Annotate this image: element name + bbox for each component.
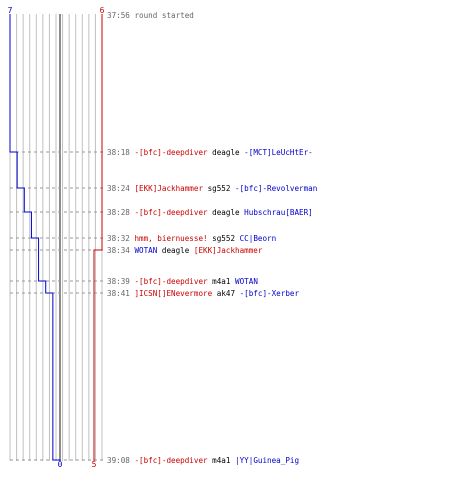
event-text: deagle xyxy=(208,148,245,157)
event-row: 38:34 WOTAN deagle [EKK]Jackhammer xyxy=(107,246,263,255)
event-time: 38:41 xyxy=(107,289,134,298)
event-text: [EKK]Jackhammer xyxy=(194,246,263,255)
event-text: WOTAN xyxy=(235,277,258,286)
event-text: m4a1 xyxy=(208,456,235,465)
event-text: -[bfc]-deepdiver xyxy=(134,208,208,217)
event-text: [EKK]Jackhammer xyxy=(134,184,203,193)
blue-end-count: 0 xyxy=(58,460,63,469)
event-row: 39:08 -[bfc]-deepdiver m4a1 |YY|Guinea_P… xyxy=(107,456,299,465)
event-time: 38:18 xyxy=(107,148,134,157)
event-text: -[bfc]-deepdiver xyxy=(134,456,208,465)
event-log: 37:56 round started 38:18 -[bfc]-deepdive… xyxy=(107,11,317,465)
event-text: round started xyxy=(134,11,193,20)
event-time: 38:28 xyxy=(107,208,134,217)
event-text: deagle xyxy=(157,246,194,255)
event-text: CC|Beorn xyxy=(240,234,277,243)
event-text: hmm, biernuesse! xyxy=(134,234,207,243)
event-text: WOTAN xyxy=(134,246,157,255)
event-time: 39:08 xyxy=(107,456,134,465)
event-row: 38:32 hmm, biernuesse! sg552 CC|Beorn xyxy=(107,234,276,243)
event-row: 38:41 ]ICSN[]ENevermore ak47 -[bfc]-Xerb… xyxy=(107,289,299,298)
event-text: deagle xyxy=(208,208,245,217)
red-team-alive-line xyxy=(93,14,103,461)
event-row: 37:56 round started xyxy=(107,11,194,20)
event-time: 37:56 xyxy=(107,11,134,20)
red-start-count: 6 xyxy=(100,6,105,15)
event-text: ak47 xyxy=(212,289,239,298)
event-time: 38:32 xyxy=(107,234,134,243)
event-row: 38:24 [EKK]Jackhammer sg552 -[bfc]-Revol… xyxy=(107,184,317,193)
event-text: -[bfc]-deepdiver xyxy=(134,277,208,286)
event-row: 38:28 -[bfc]-deepdiver deagle Hubschrau[… xyxy=(107,208,313,217)
event-text: -[bfc]-deepdiver xyxy=(134,148,208,157)
event-row: 38:18 -[bfc]-deepdiver deagle -[MCT]LeUc… xyxy=(107,148,313,157)
event-text: sg552 xyxy=(203,184,235,193)
blue-start-count: 7 xyxy=(8,6,13,15)
event-time: 38:24 xyxy=(107,184,134,193)
red-end-count: 5 xyxy=(92,460,97,469)
event-time: 38:39 xyxy=(107,277,134,286)
event-time: 38:34 xyxy=(107,246,134,255)
event-text: -[bfc]-Xerber xyxy=(240,289,300,298)
event-text: -[bfc]-Revolverman xyxy=(235,184,317,193)
event-text: |YY|Guinea_Pig xyxy=(235,456,299,465)
event-text: ]ICSN[]ENevermore xyxy=(134,289,212,298)
blue-team-alive-line xyxy=(9,14,61,461)
event-text: Hubschrau[BAER] xyxy=(244,208,313,217)
event-row: 38:39 -[bfc]-deepdiver m4a1 WOTAN xyxy=(107,277,258,286)
event-text: m4a1 xyxy=(208,277,235,286)
event-text: -[MCT]LeUcHtEr- xyxy=(244,148,313,157)
event-text: sg552 xyxy=(208,234,240,243)
